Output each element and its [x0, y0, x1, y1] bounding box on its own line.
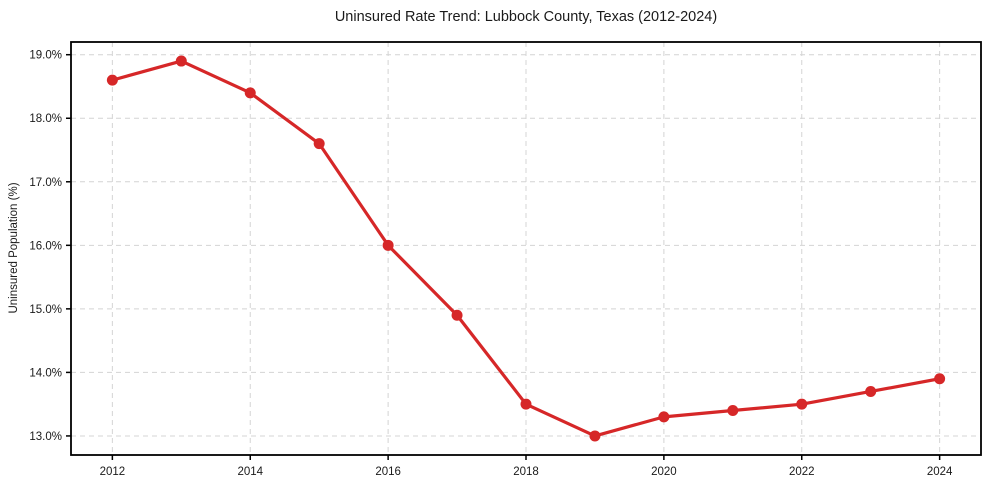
x-tick-label: 2024 [927, 466, 953, 478]
y-tick-label: 17.0% [29, 177, 62, 189]
data-point-marker [313, 138, 325, 150]
data-point-marker [934, 373, 946, 385]
x-tick-label: 2012 [100, 466, 126, 478]
axis-ticks [66, 53, 941, 460]
y-tick-label: 13.0% [29, 431, 62, 443]
data-point-marker [244, 87, 256, 99]
chart-title: Uninsured Rate Trend: Lubbock County, Te… [335, 9, 717, 25]
y-tick-label: 16.0% [29, 240, 62, 252]
x-tick-label: 2022 [789, 466, 815, 478]
y-tick-label: 18.0% [29, 113, 62, 125]
x-tick-label: 2020 [651, 466, 677, 478]
data-point-marker [520, 398, 532, 410]
data-point-marker [451, 309, 463, 321]
x-tick-label: 2016 [375, 466, 401, 478]
gridlines [71, 42, 981, 455]
y-tick-label: 14.0% [29, 367, 62, 379]
data-point-marker [175, 55, 187, 67]
data-point-marker [727, 405, 739, 417]
data-point-marker [658, 411, 670, 423]
data-point-marker [865, 385, 877, 397]
y-axis-label: Uninsured Population (%) [8, 182, 20, 313]
trend-line-series [106, 55, 946, 442]
x-tick-label: 2014 [237, 466, 263, 478]
data-point-marker [382, 239, 394, 251]
x-tick-label: 2018 [513, 466, 539, 478]
y-tick-label: 19.0% [29, 50, 62, 62]
data-point-marker [106, 74, 118, 86]
axis-tick-labels: 2012 2014 2016 2018 2020 2022 2024 13.0% 14.0% 15… [29, 50, 953, 478]
data-point-marker [589, 430, 601, 442]
y-tick-label: 15.0% [29, 304, 62, 316]
data-point-marker [796, 398, 808, 410]
